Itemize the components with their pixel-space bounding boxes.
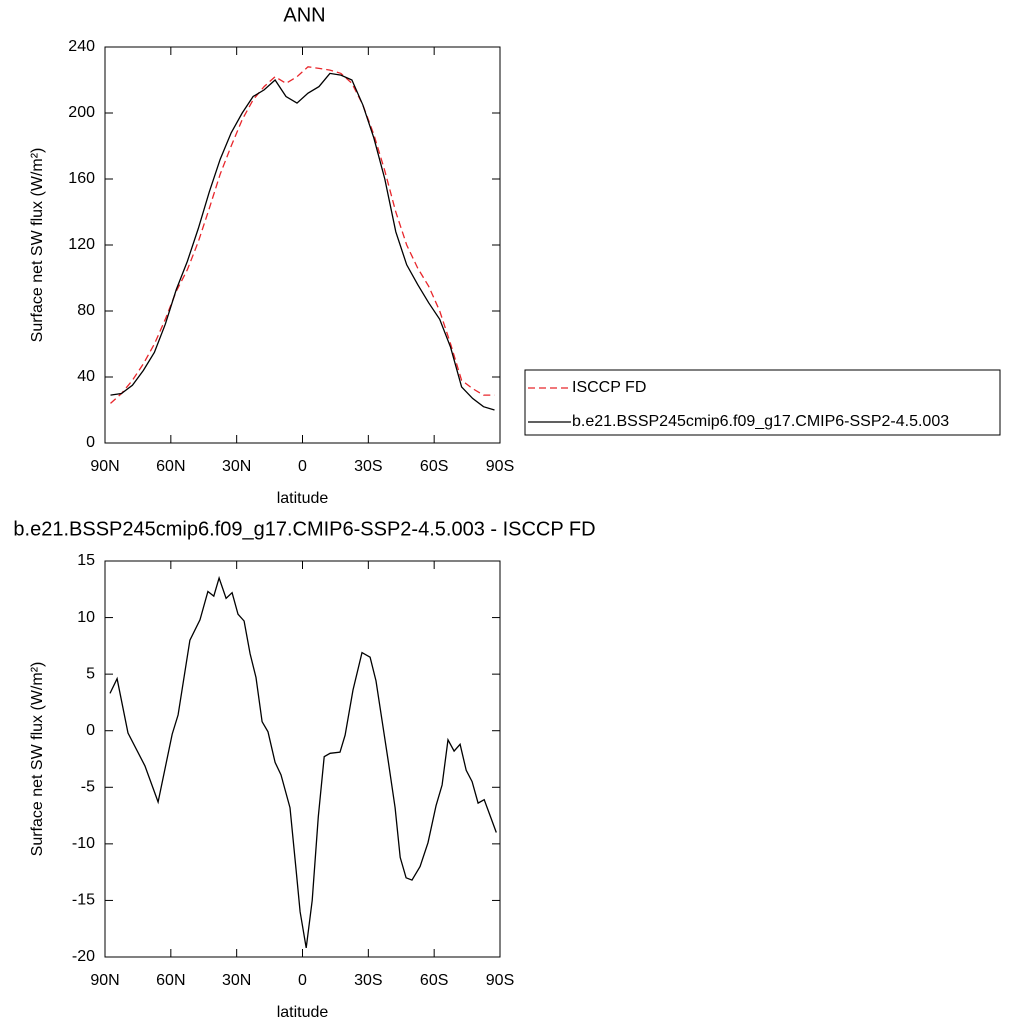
y-tick-label: 120 xyxy=(68,236,95,253)
chart-title: b.e21.BSSP245cmip6.f09_g17.CMIP6-SSP2-4.… xyxy=(13,518,595,540)
legend-label: ISCCP FD xyxy=(572,379,646,396)
x-tick-label: 0 xyxy=(298,972,307,989)
y-tick-label: 160 xyxy=(68,170,95,187)
x-tick-label: 30S xyxy=(354,458,382,475)
y-tick-label: 240 xyxy=(68,38,95,55)
x-axis-label: latitude xyxy=(277,1004,329,1021)
y-tick-label: 15 xyxy=(77,552,95,569)
x-tick-label: 90N xyxy=(90,458,119,475)
y-tick-label: -20 xyxy=(72,948,95,965)
x-tick-label: 0 xyxy=(298,458,307,475)
data-line xyxy=(110,72,495,411)
x-tick-label: 60N xyxy=(156,458,185,475)
x-tick-label: 60N xyxy=(156,972,185,989)
x-tick-label: 90S xyxy=(486,972,514,989)
x-tick-label: 30N xyxy=(222,458,251,475)
legend-label: b.e21.BSSP245cmip6.f09_g17.CMIP6-SSP2-4.… xyxy=(572,413,949,430)
x-tick-label: 60S xyxy=(420,972,448,989)
y-tick-label: -15 xyxy=(72,892,95,909)
x-tick-label: 60S xyxy=(420,458,448,475)
x-tick-label: 30N xyxy=(222,972,251,989)
y-tick-label: -5 xyxy=(81,779,95,796)
x-axis-label: latitude xyxy=(277,490,329,507)
y-tick-label: 0 xyxy=(86,434,95,451)
legend-box xyxy=(524,369,1001,436)
y-tick-label: 200 xyxy=(68,104,95,121)
y-tick-label: 0 xyxy=(86,722,95,739)
y-tick-label: 5 xyxy=(86,665,95,682)
y-tick-label: 40 xyxy=(77,368,95,385)
plot-frame xyxy=(104,560,501,958)
y-tick-label: 10 xyxy=(77,609,95,626)
y-axis-label: Surface net SW flux (W/m²) xyxy=(29,662,46,857)
plot-frame xyxy=(104,46,501,444)
x-tick-label: 30S xyxy=(354,972,382,989)
y-axis-label: Surface net SW flux (W/m²) xyxy=(29,148,46,343)
y-tick-label: -10 xyxy=(72,835,95,852)
data-line xyxy=(109,575,497,949)
y-tick-label: 80 xyxy=(77,302,95,319)
data-line xyxy=(110,66,495,404)
chart-title: ANN xyxy=(283,4,325,26)
x-tick-label: 90N xyxy=(90,972,119,989)
x-tick-label: 90S xyxy=(486,458,514,475)
